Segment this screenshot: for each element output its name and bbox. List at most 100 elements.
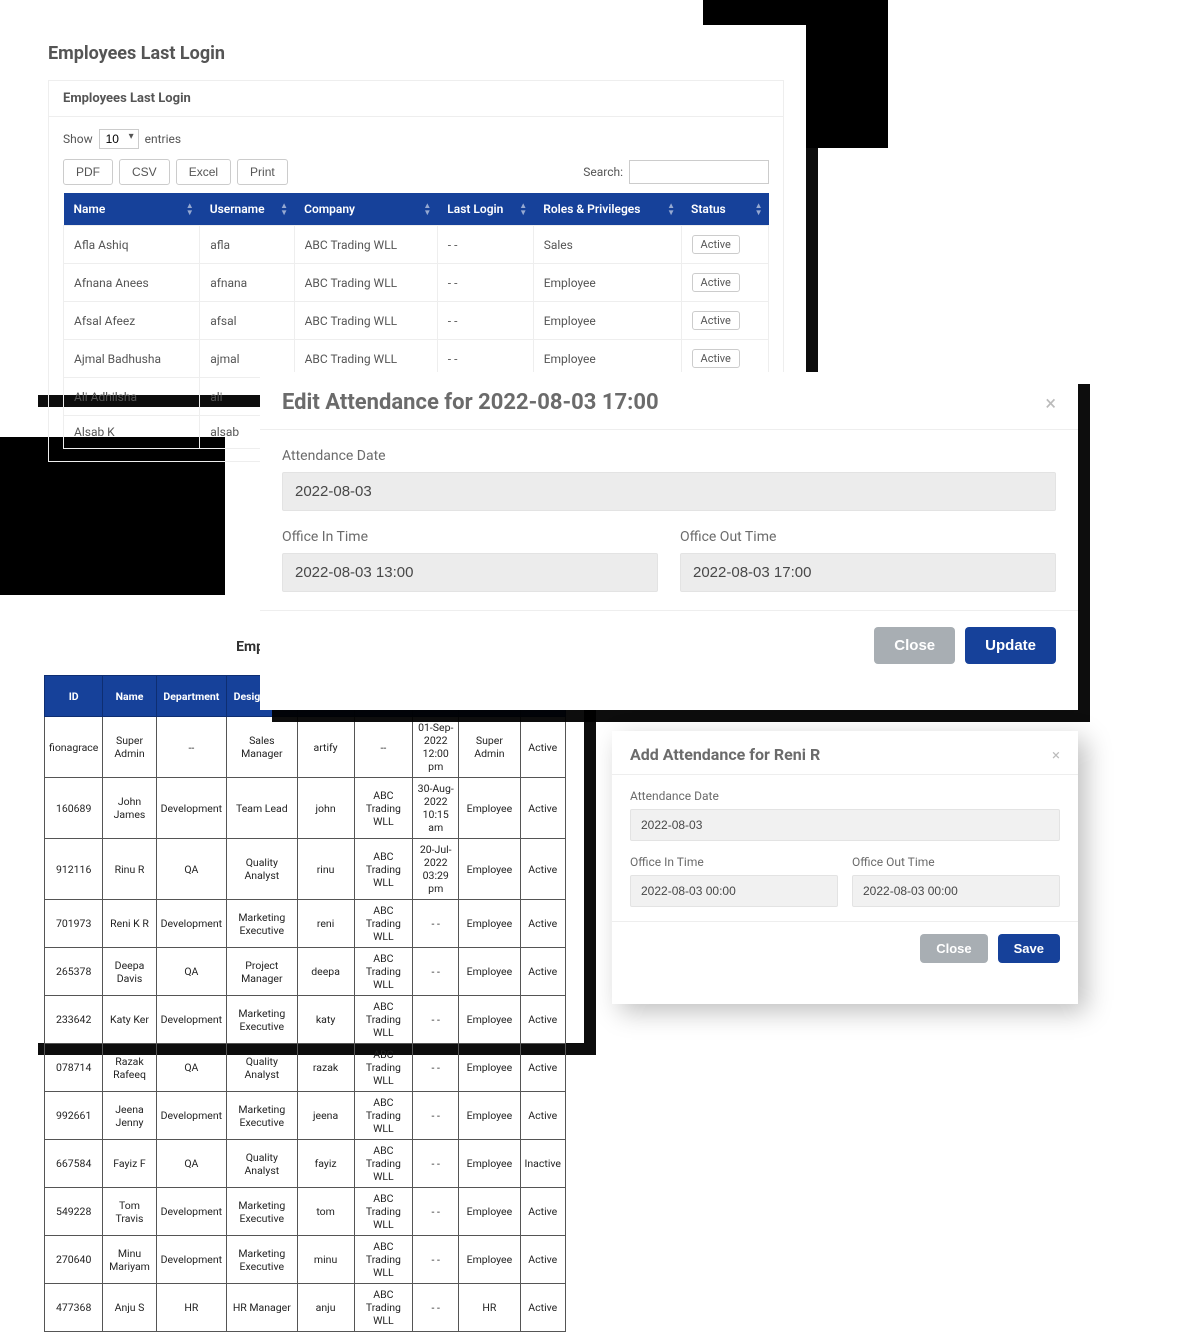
table-cell: Active	[520, 996, 565, 1044]
table-cell: - -	[413, 1140, 459, 1188]
table-cell: Marketing Executive	[227, 900, 297, 948]
table-row: 549228Tom TravisDevelopmentMarketing Exe…	[45, 1188, 566, 1236]
save-button[interactable]: Save	[998, 934, 1060, 963]
table-row: 270640Minu MariyamDevelopmentMarketing E…	[45, 1236, 566, 1284]
table-cell: reni	[297, 900, 354, 948]
table-cell: QA	[156, 948, 226, 996]
office-out-input[interactable]	[852, 875, 1060, 907]
table-cell: - -	[413, 1284, 459, 1332]
table-cell: Active	[520, 1284, 565, 1332]
table-cell: Marketing Executive	[227, 1092, 297, 1140]
table-cell: Marketing Executive	[227, 1236, 297, 1284]
table-cell: ABC Trading WLL	[354, 1044, 413, 1092]
column-header[interactable]: Name▲▼	[64, 193, 200, 226]
attendance-date-input[interactable]	[630, 809, 1060, 841]
update-button[interactable]: Update	[965, 627, 1056, 664]
column-header[interactable]: Last Login▲▼	[437, 193, 533, 226]
table-cell: 549228	[45, 1188, 103, 1236]
table-cell: 912116	[45, 839, 103, 900]
table-cell: --	[156, 717, 226, 778]
table-cell: ABC Trading WLL	[294, 264, 437, 302]
table-cell: Rinu R	[103, 839, 156, 900]
office-out-label: Office Out Time	[852, 855, 1060, 869]
table-cell: Active	[520, 900, 565, 948]
table-cell: Development	[156, 778, 226, 839]
table-cell: ABC Trading WLL	[294, 302, 437, 340]
column-header[interactable]: Company▲▼	[294, 193, 437, 226]
attendance-date-label: Attendance Date	[630, 789, 1060, 803]
office-out-input[interactable]	[680, 553, 1056, 592]
search-input[interactable]	[629, 160, 769, 184]
sort-icon: ▲▼	[186, 202, 194, 216]
sort-icon: ▲▼	[667, 202, 675, 216]
status-badge: Active	[692, 349, 740, 368]
table-cell: Employee	[533, 302, 681, 340]
close-button[interactable]: Close	[874, 627, 955, 664]
table-cell: Employee	[459, 1188, 520, 1236]
table-row: Afla AshiqaflaABC Trading WLL- -SalesAct…	[64, 226, 769, 264]
export-excel-button[interactable]: Excel	[176, 159, 231, 185]
table-cell: Katy Ker	[103, 996, 156, 1044]
export-print-button[interactable]: Print	[237, 159, 288, 185]
table-cell: 701973	[45, 900, 103, 948]
office-in-input[interactable]	[630, 875, 838, 907]
table-cell: ABC Trading WLL	[294, 226, 437, 264]
table-cell: QA	[156, 839, 226, 900]
table-row: fionagraceSuper Admin--Sales Managerarti…	[45, 717, 566, 778]
table-cell: ABC Trading WLL	[354, 1236, 413, 1284]
table-cell: Fayiz F	[103, 1140, 156, 1188]
export-pdf-button[interactable]: PDF	[63, 159, 113, 185]
close-button[interactable]: Close	[920, 934, 987, 963]
column-header[interactable]: Username▲▼	[200, 193, 294, 226]
table-cell: ABC Trading WLL	[354, 1188, 413, 1236]
table-cell: Active	[520, 717, 565, 778]
table-cell: Minu Mariyam	[103, 1236, 156, 1284]
table-cell: ABC Trading WLL	[354, 900, 413, 948]
table-cell: Afnana Anees	[64, 264, 200, 302]
add-attendance-modal: Add Attendance for Reni R × Attendance D…	[612, 731, 1078, 1004]
table-cell: ABC Trading WLL	[354, 1140, 413, 1188]
office-out-label: Office Out Time	[680, 529, 1056, 545]
table-cell: Ajmal Badhusha	[64, 340, 200, 378]
table-cell: Development	[156, 1188, 226, 1236]
office-in-label: Office In Time	[630, 855, 838, 869]
employees-last-login-card: Employees Last Login Employees Last Logi…	[26, 25, 806, 395]
column-header[interactable]: Status▲▼	[681, 193, 768, 226]
page-length-select[interactable]: 10	[99, 129, 139, 149]
edit-attendance-modal: Edit Attendance for 2022-08-03 17:00 × A…	[260, 372, 1078, 710]
table-cell: - -	[413, 1236, 459, 1284]
column-header: ID	[45, 676, 103, 717]
table-cell: Employee	[459, 1044, 520, 1092]
page-title: Employees Last Login	[48, 43, 784, 64]
search-label: Search:	[583, 165, 623, 179]
table-cell: QA	[156, 1044, 226, 1092]
table-cell: HR	[459, 1284, 520, 1332]
table-cell: ABC Trading WLL	[354, 778, 413, 839]
table-cell: Employee	[459, 778, 520, 839]
table-cell: Employee	[459, 900, 520, 948]
table-cell: Jeena Jenny	[103, 1092, 156, 1140]
table-cell: Employee	[533, 264, 681, 302]
table-cell: Ali Adhilsha	[64, 378, 200, 416]
column-header: Department	[156, 676, 226, 717]
sort-icon: ▲▼	[519, 202, 527, 216]
table-cell: Active	[520, 1092, 565, 1140]
close-icon[interactable]: ×	[1052, 746, 1060, 764]
table-cell: 078714	[45, 1044, 103, 1092]
table-cell: 160689	[45, 778, 103, 839]
table-cell: Active	[520, 1044, 565, 1092]
column-header[interactable]: Roles & Privileges▲▼	[533, 193, 681, 226]
export-csv-button[interactable]: CSV	[119, 159, 170, 185]
table-cell: Reni K R	[103, 900, 156, 948]
table-row: 992661Jeena JennyDevelopmentMarketing Ex…	[45, 1092, 566, 1140]
office-in-input[interactable]	[282, 553, 658, 592]
status-cell: Active	[681, 226, 768, 264]
attendance-date-input[interactable]	[282, 472, 1056, 511]
close-icon[interactable]: ×	[1045, 391, 1056, 415]
table-cell: - -	[413, 900, 459, 948]
table-cell: Development	[156, 996, 226, 1044]
table-row: Afnana AneesafnanaABC Trading WLL- -Empl…	[64, 264, 769, 302]
table-cell: 270640	[45, 1236, 103, 1284]
card-header: Employees Last Login	[49, 81, 783, 117]
table-cell: john	[297, 778, 354, 839]
